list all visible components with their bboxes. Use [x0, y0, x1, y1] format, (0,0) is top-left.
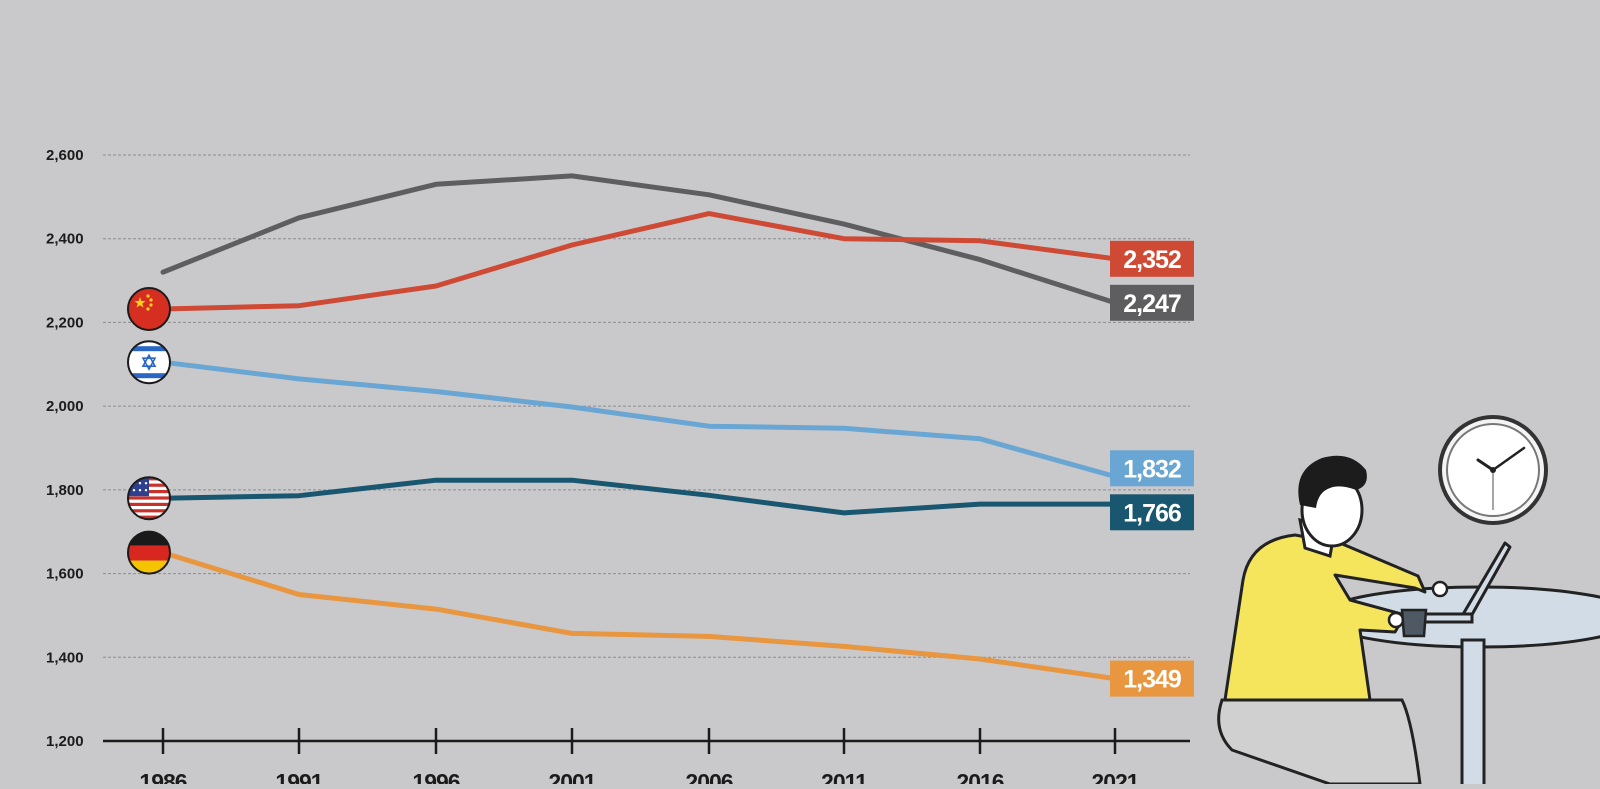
united-states-end-label: 1,766: [1110, 494, 1194, 531]
x-tick-label: 2011: [821, 769, 868, 784]
germany-end-label: 1,349: [1110, 660, 1194, 697]
israel-end-label: 1,832: [1110, 450, 1194, 487]
end-label-box: [1110, 660, 1194, 697]
y-tick-label: 2,200: [46, 314, 84, 331]
y-tick-label: 1,800: [46, 482, 84, 499]
gray-series-end-label: 2,247: [1110, 284, 1194, 321]
y-tick-label: 2,600: [46, 147, 84, 164]
end-label-text: 2,247: [1123, 290, 1181, 318]
coffee-mug-icon: [1400, 608, 1428, 638]
end-label-box: [1110, 284, 1194, 321]
country-flags: [127, 287, 171, 575]
israel-flag-icon: [127, 340, 171, 385]
grid-lines: [103, 154, 1190, 658]
x-tick-label: 2016: [956, 769, 1003, 784]
china-flag-icon: [127, 287, 171, 331]
end-label-box: [1110, 494, 1194, 531]
x-tick-label: 2021: [1091, 769, 1139, 784]
y-tick-label: 1,200: [46, 733, 84, 750]
wall-clock-icon: [1438, 415, 1548, 525]
china-line: [160, 211, 1118, 312]
united-states-line: [160, 477, 1118, 516]
end-label-text: 1,349: [1123, 666, 1181, 694]
usa-flag-icon: [127, 476, 171, 521]
y-tick-label: 1,400: [46, 649, 84, 666]
germany-flag-icon: [127, 530, 171, 575]
end-label-text: 2,352: [1123, 246, 1181, 274]
y-tick-label: 2,000: [46, 398, 84, 415]
series-lines: [160, 173, 1118, 682]
gray-series-line: [160, 173, 1118, 306]
x-tick-label: 1991: [275, 769, 323, 784]
x-tick-label: 2001: [548, 769, 596, 784]
x-axis: [103, 728, 1190, 754]
end-label-box: [1110, 240, 1194, 277]
end-label-text: 1,832: [1123, 455, 1181, 483]
x-tick-label: 2006: [685, 769, 732, 784]
israel-line: [160, 359, 1118, 479]
y-tick-label: 2,400: [46, 231, 84, 248]
y-tick-label: 1,600: [46, 566, 84, 583]
end-label-text: 1,766: [1123, 499, 1181, 527]
china-end-label: 2,352: [1110, 240, 1194, 277]
x-axis-tick-labels: 1986 1991 1996 2001 2006 2011 2016 2021: [139, 769, 1140, 789]
x-tick-label: 1986: [139, 769, 186, 784]
end-value-labels: 2,352 2,247 1,832 1,766 1,349: [1110, 240, 1194, 697]
x-tick-label: 1996: [412, 769, 459, 784]
worker-illustration: [1217, 415, 1600, 789]
germany-line: [160, 550, 1118, 682]
y-axis-tick-labels: 1,200 1,400 1,600 1,800 2,000 2,200 2,400 2,600: [46, 147, 84, 750]
end-label-box: [1110, 450, 1194, 487]
